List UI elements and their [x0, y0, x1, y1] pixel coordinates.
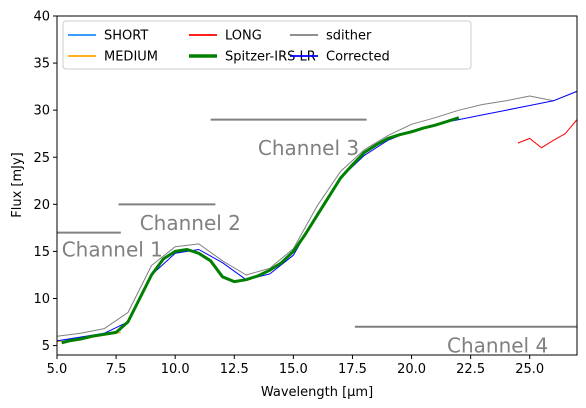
legend-entry-label: SHORT [104, 29, 148, 44]
legend-entry-label: MEDIUM [104, 50, 158, 65]
channel-label: Channel 4 [447, 334, 548, 358]
y-tick-label: 5 [42, 339, 50, 354]
legend-entry-label: Corrected [326, 50, 390, 65]
y-tick-label: 10 [33, 292, 50, 307]
x-tick-label: 7.5 [106, 362, 127, 377]
legend-entry-label: LONG [225, 29, 262, 44]
y-tick-label: 40 [33, 10, 50, 25]
series-line-sdither [57, 90, 577, 337]
legend: SHORT MEDIUM LONG Spitzer-IRS LR sdither Corr… [62, 20, 472, 70]
y-tick-label: 15 [33, 245, 50, 260]
x-tick-label: 10.0 [161, 362, 190, 377]
channel-label: Channel 1 [62, 238, 163, 262]
x-axis: 5.0 7.5 10.0 12.5 15.0 17.5 20.0 22.5 25.0 [47, 355, 544, 377]
x-tick-label: 12.5 [220, 362, 249, 377]
y-axis: 5 10 15 20 25 30 35 40 [33, 10, 57, 354]
series-layer [57, 90, 577, 345]
series-line-long [517, 119, 577, 149]
y-tick-label: 30 [33, 104, 50, 119]
x-axis-title: Wavelength [μm] [261, 385, 373, 400]
y-tick-label: 35 [33, 57, 50, 72]
channel-label: Channel 2 [140, 211, 241, 235]
x-tick-label: 25.0 [515, 362, 544, 377]
x-tick-label: 5.0 [47, 362, 68, 377]
x-tick-label: 20.0 [397, 362, 426, 377]
legend-entry-label: Spitzer-IRS LR [225, 50, 316, 65]
annotation-layer: Channel 1 Channel 2 Channel 3 Channel 4 [57, 118, 577, 358]
legend-box [62, 20, 472, 70]
series-line-spitzer-irs-lr [61, 116, 460, 345]
x-tick-label: 15.0 [279, 362, 308, 377]
x-tick-label: 22.5 [456, 362, 485, 377]
x-tick-label: 17.5 [338, 362, 367, 377]
y-tick-label: 20 [33, 198, 50, 213]
plot-frame [56, 15, 578, 356]
legend-entry-label: sdither [326, 29, 372, 44]
channel-label: Channel 3 [258, 136, 359, 160]
y-axis-title: Flux [mJy] [10, 152, 25, 218]
y-tick-label: 25 [33, 151, 50, 166]
